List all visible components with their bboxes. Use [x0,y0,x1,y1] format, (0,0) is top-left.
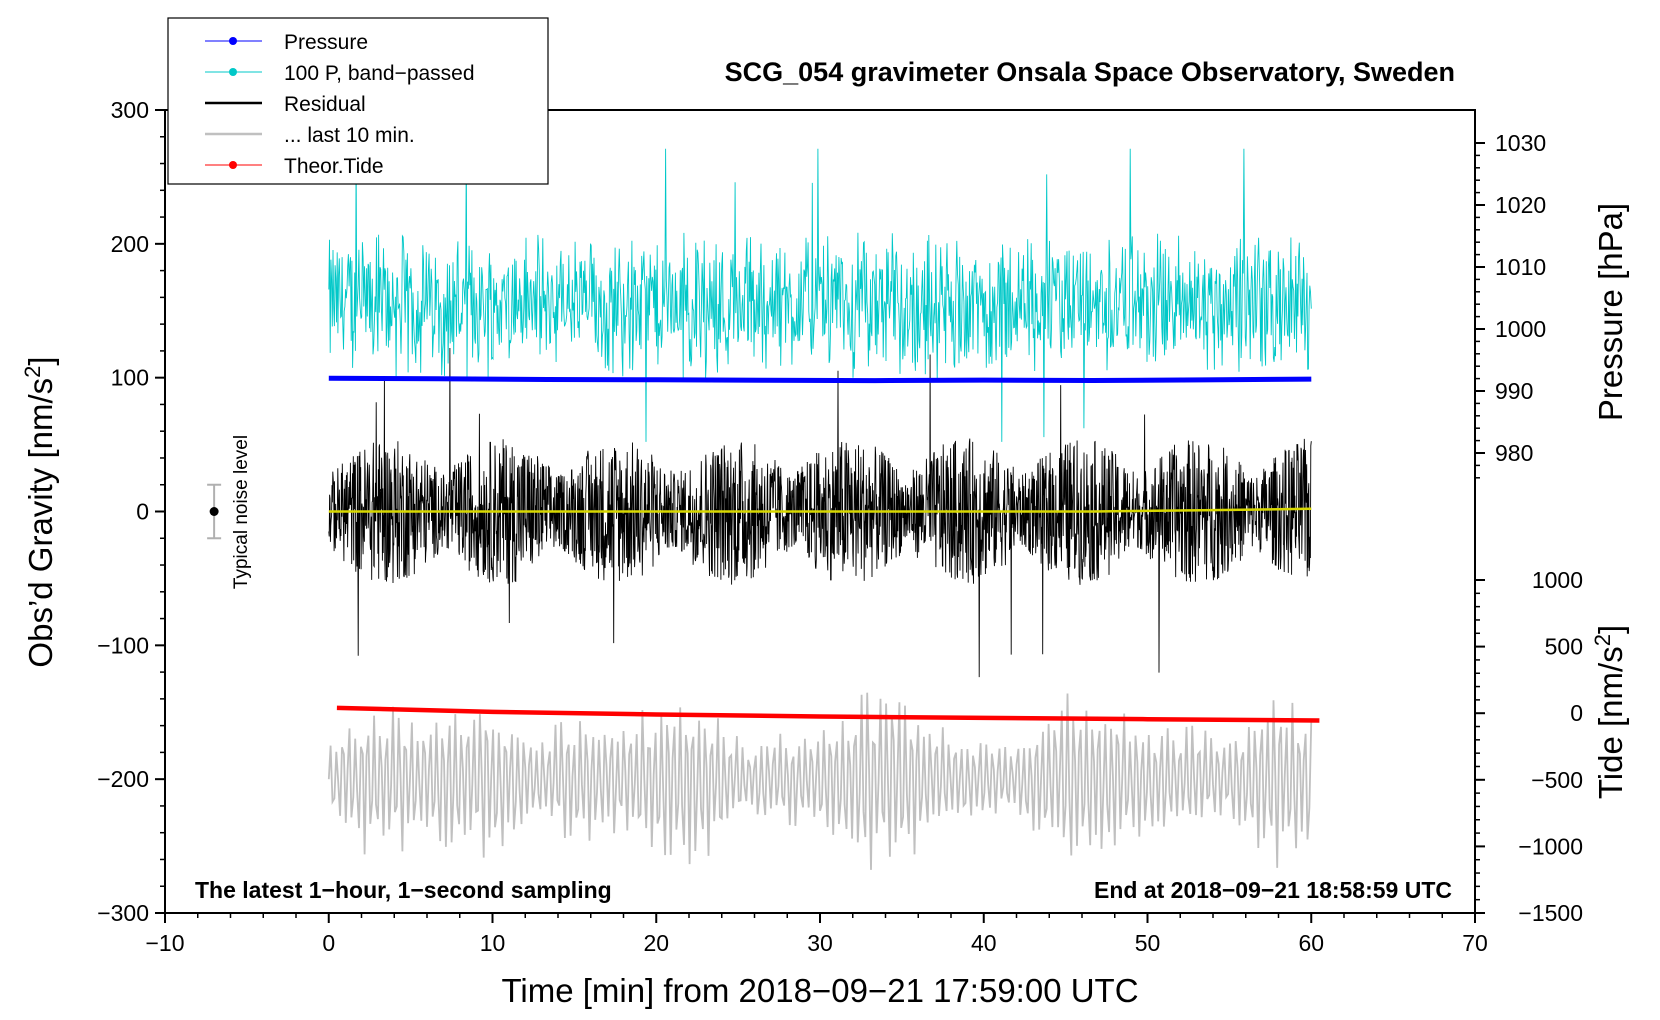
series-residual-smoothed [328,507,1312,513]
legend-marker-1 [229,68,237,76]
y-axis-label-tide: Tide [nm/s2] [1590,625,1630,799]
y-left-tick-label: −200 [97,766,149,792]
y-left-tick-label: 300 [111,97,149,123]
noise-level-label: Typical noise level [231,435,252,589]
legend-box [167,17,549,185]
legend-marker-0 [229,37,237,45]
y-axis-label-left-sup: 2 [20,366,45,378]
tide-tick-label: 500 [1545,634,1583,660]
legend-label-2: Residual [284,93,366,116]
y-left-tick-label: −100 [97,632,149,658]
legend: Pressure 100 P, band−passed Residual ... la… [205,31,475,178]
pressure-tick-label: 1010 [1495,254,1546,280]
legend-marker-4 [229,161,237,169]
y-axis-label-left-close: ] [22,356,59,365]
x-tick-label: 30 [807,930,833,956]
y-axis-label-tide-close: ] [1592,625,1629,634]
y-axis-label-pressure: Pressure [hPa] [1592,203,1629,421]
pressure-tick-label: 1030 [1495,130,1546,156]
legend-label-1: 100 P, band−passed [284,62,475,85]
x-tick-label: 70 [1462,930,1488,956]
tide-tick-label: −1500 [1518,900,1583,926]
series-last-10-min [327,692,1313,870]
pressure-tick-label: 1000 [1495,316,1546,342]
noise-level-indicator [207,483,222,540]
noise-level-dot [209,507,219,516]
y-axis-label-tide-sup: 2 [1590,634,1615,646]
x-tick-label: 60 [1298,930,1324,956]
x-tick-label: 10 [480,930,506,956]
tide-tick-label: 1000 [1532,567,1583,593]
legend-label-0: Pressure [284,31,368,54]
x-tick-label: 20 [643,930,669,956]
y-left-tick-label: 100 [111,365,149,391]
y-axis-label-tide-main: Tide [nm/s [1592,646,1629,799]
tide-tick-label: 0 [1570,700,1583,726]
chart-title: SCG_054 gravimeter Onsala Space Observat… [725,57,1455,87]
ticks-layer: −10 0 10 20 30 40 50 60 70−300−200−1000100200300… [97,97,1583,956]
tide-tick-label: −500 [1531,767,1583,793]
pressure-tick-label: 990 [1495,378,1533,404]
y-axis-label-left-main: Obs’d Gravity [nm/s [22,378,59,668]
pressure-tick-label: 980 [1495,440,1533,466]
y-left-tick-label: −300 [97,900,149,926]
series-residual [328,347,1312,678]
legend-label-4: Theor.Tide [284,155,384,178]
x-axis-label: Time [min] from 2018−09−21 17:59:00 UTC [501,972,1138,1009]
y-left-tick-label: 200 [111,231,149,257]
series-layer [327,148,1320,870]
tide-tick-label: −1000 [1518,833,1583,859]
annotation-sampling: The latest 1−hour, 1−second sampling [195,877,612,903]
x-tick-label: −10 [145,930,184,956]
y-axis-label-left: Obs’d Gravity [nm/s2] [20,356,60,667]
pressure-tick-label: 1020 [1495,192,1546,218]
y-left-tick-label: 0 [136,499,149,525]
series-theor-tide [336,705,1320,723]
x-tick-label: 40 [971,930,997,956]
x-tick-label: 0 [322,930,335,956]
series-pressure-bandpassed [328,148,1312,442]
annotation-end-time: End at 2018−09−21 18:58:59 UTC [1094,877,1452,903]
legend-label-3: ... last 10 min. [284,124,415,147]
series-pressure [328,375,1312,384]
x-tick-label: 50 [1135,930,1161,956]
